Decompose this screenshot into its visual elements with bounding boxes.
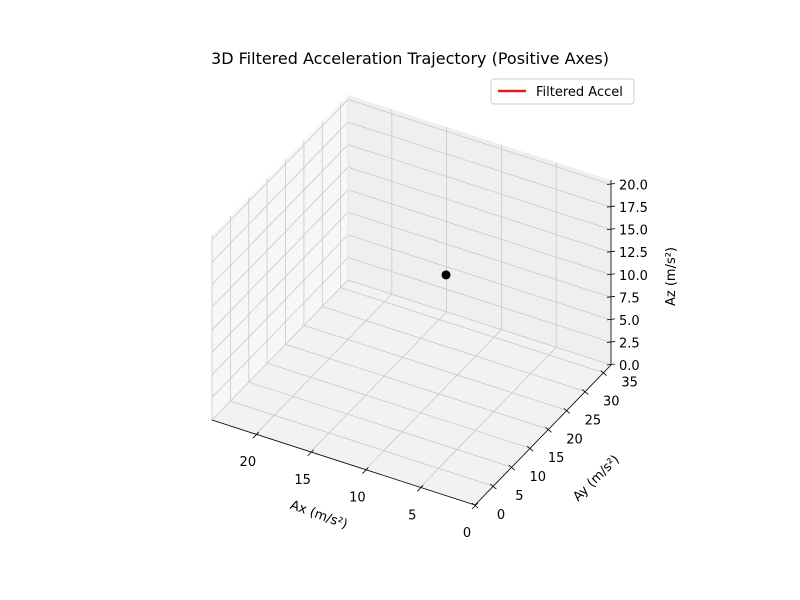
y-tick-label: 20 bbox=[566, 432, 583, 447]
z-tick-label: 10.0 bbox=[619, 269, 648, 284]
y-tick-mark bbox=[582, 389, 589, 395]
legend: Filtered Accel bbox=[490, 78, 635, 105]
y-tick-label: 30 bbox=[603, 394, 620, 409]
y-tick-label: 5 bbox=[515, 489, 523, 504]
z-tick-mark bbox=[606, 228, 616, 231]
left-wall-pane bbox=[212, 95, 348, 420]
y-tick-mark bbox=[600, 370, 607, 376]
z-tick-label: 15.0 bbox=[619, 224, 648, 239]
x-tick-mark bbox=[252, 431, 260, 439]
tick-marks: 05101520051015202530350.02.55.07.510.012… bbox=[240, 179, 648, 541]
y-tick-label: 35 bbox=[621, 376, 638, 391]
x-tick-label: 0 bbox=[463, 526, 471, 541]
y-tick-mark bbox=[545, 427, 552, 433]
x-tick-label: 10 bbox=[349, 491, 366, 506]
y-tick-mark bbox=[526, 445, 534, 452]
z-tick-mark bbox=[606, 183, 616, 185]
x-tick-label: 15 bbox=[294, 473, 311, 488]
z-tick-label: 5.0 bbox=[619, 314, 640, 329]
y-tick-label: 0 bbox=[497, 508, 505, 523]
x-axis-line bbox=[211, 419, 476, 506]
z-tick-mark bbox=[606, 250, 616, 253]
z-tick-label: 7.5 bbox=[619, 291, 640, 306]
y-tick-mark bbox=[471, 502, 479, 509]
y-tick-label: 25 bbox=[585, 413, 602, 428]
x-tick-mark bbox=[416, 485, 424, 492]
z-tick-mark bbox=[606, 341, 616, 343]
axis-panes bbox=[212, 95, 611, 505]
y-tick-label: 15 bbox=[548, 451, 565, 466]
y-tick-label: 10 bbox=[529, 470, 546, 485]
z-tick-mark bbox=[606, 295, 616, 298]
y-tick-mark bbox=[490, 483, 497, 490]
z-tick-mark bbox=[606, 273, 616, 276]
y-axis-line bbox=[474, 364, 612, 506]
z-tick-label: 0.0 bbox=[619, 359, 640, 374]
legend-frame bbox=[490, 78, 635, 105]
floor-pane bbox=[212, 280, 611, 505]
z-tick-mark bbox=[606, 205, 616, 208]
axis-lines bbox=[211, 95, 612, 506]
z-tick-label: 17.5 bbox=[619, 201, 648, 216]
x-tick-mark bbox=[307, 449, 314, 457]
data-point-marker bbox=[441, 270, 451, 280]
z-tick-label: 12.5 bbox=[619, 246, 648, 261]
z-axis-label: Az (m/s²) bbox=[664, 247, 679, 306]
z-tick-mark bbox=[606, 318, 616, 321]
back-wall-pane bbox=[348, 95, 611, 365]
series-layer bbox=[441, 270, 451, 280]
z-tick-label: 2.5 bbox=[619, 336, 640, 351]
x-tick-label: 20 bbox=[240, 455, 257, 470]
y-tick-mark bbox=[563, 408, 571, 414]
z-tick-mark bbox=[606, 363, 616, 366]
legend-label: Filtered Accel bbox=[536, 85, 623, 100]
z-tick-label: 20.0 bbox=[619, 179, 648, 194]
y-tick-mark bbox=[508, 464, 516, 471]
chart-title: 3D Filtered Acceleration Trajectory (Pos… bbox=[211, 49, 609, 68]
x-tick-label: 5 bbox=[408, 508, 416, 523]
x-tick-mark bbox=[362, 467, 369, 474]
